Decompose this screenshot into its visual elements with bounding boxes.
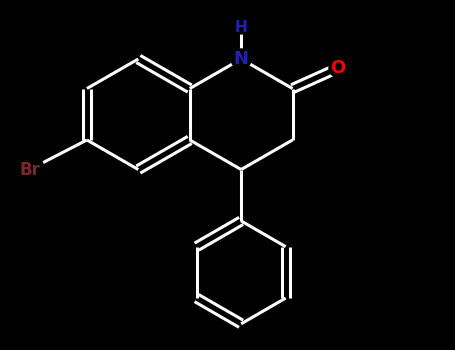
Circle shape <box>329 59 347 77</box>
Circle shape <box>231 49 251 69</box>
Text: N: N <box>234 50 248 68</box>
Circle shape <box>15 155 44 184</box>
Text: O: O <box>330 59 346 77</box>
Circle shape <box>234 20 248 34</box>
Text: Br: Br <box>19 161 40 178</box>
Text: H: H <box>235 20 248 35</box>
